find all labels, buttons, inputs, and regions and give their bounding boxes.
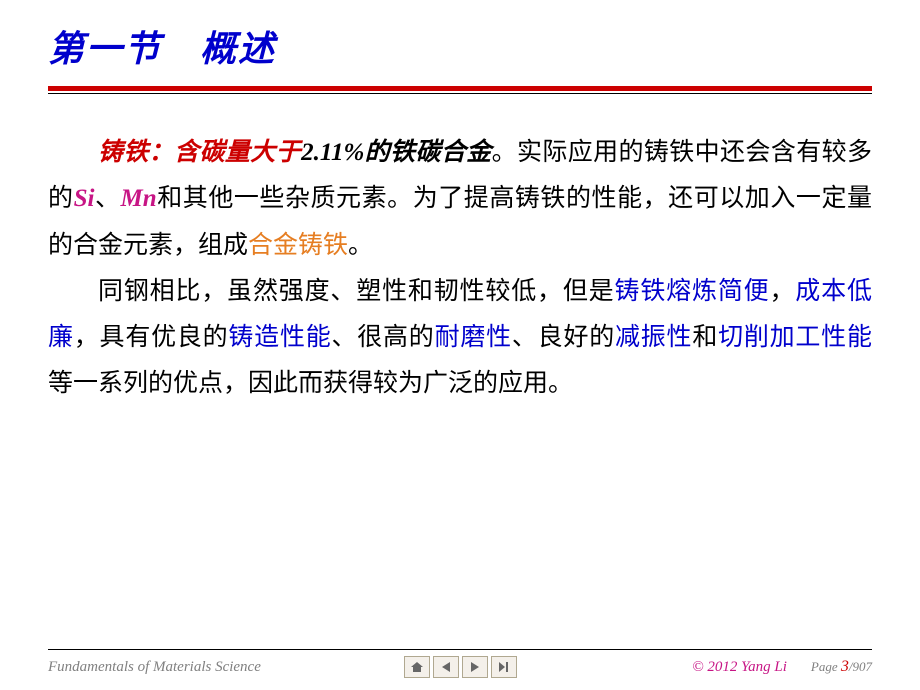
text-sep-1: 、 bbox=[94, 185, 120, 212]
slide: 第一节 概述 铸铁：含碳量大于2.11%的铁碳合金。实际应用的铸铁中还会含有较多… bbox=[0, 0, 920, 690]
text-iron-carbon-alloy: 的铁碳合金 bbox=[364, 139, 491, 166]
adv-casting: 铸造性能 bbox=[228, 324, 331, 351]
paragraph-2: 同钢相比，虽然强度、塑性和韧性较低，但是铸铁熔炼简便，成本低廉，具有优良的铸造性… bbox=[48, 269, 872, 408]
home-icon bbox=[410, 661, 424, 673]
text-plain-2: 和其他一些杂质元素。为了提高铸铁的性能，还可以加入一定量的合金元素，组成 bbox=[48, 185, 872, 258]
paragraph-1: 铸铁：含碳量大于2.11%的铁碳合金。实际应用的铸铁中还会含有较多的Si、Mn和… bbox=[48, 130, 872, 269]
term-alloy-cast-iron: 合金铸铁 bbox=[248, 232, 348, 259]
triangle-right-icon bbox=[470, 661, 480, 673]
text-plain-3: 同钢相比，虽然强度、塑性和韧性较低，但是 bbox=[98, 278, 615, 305]
carbon-percent: 2.11% bbox=[301, 139, 364, 166]
nav-prev-button[interactable] bbox=[433, 656, 459, 678]
section-title: 第一节 概述 bbox=[48, 20, 872, 72]
text-period-1: 。 bbox=[348, 232, 373, 259]
footer-divider bbox=[48, 649, 872, 650]
page-total: 907 bbox=[853, 659, 873, 674]
text-plain-6: 、良好的 bbox=[512, 324, 615, 351]
nav-next-button[interactable] bbox=[462, 656, 488, 678]
text-plain-4: ，具有优良的 bbox=[74, 324, 229, 351]
element-si: Si bbox=[74, 185, 95, 212]
copyright-text: © 2012 Yang Li bbox=[692, 659, 787, 676]
text-comma-1: ， bbox=[769, 278, 795, 305]
content-body: 铸铁：含碳量大于2.11%的铁碳合金。实际应用的铸铁中还会含有较多的Si、Mn和… bbox=[48, 130, 872, 408]
title-underline bbox=[48, 86, 872, 94]
term-cast-iron: 铸铁：含碳量大于 bbox=[98, 139, 301, 166]
adv-vibration: 减振性 bbox=[615, 324, 692, 351]
page-current: 3 bbox=[841, 658, 849, 675]
adv-smelting: 铸铁熔炼简便 bbox=[615, 278, 770, 305]
footer-book-title: Fundamentals of Materials Science bbox=[48, 659, 404, 676]
nav-last-button[interactable] bbox=[491, 656, 517, 678]
nav-home-button[interactable] bbox=[404, 656, 430, 678]
title-underline-red bbox=[48, 86, 872, 91]
element-mn: Mn bbox=[121, 185, 157, 212]
nav-buttons bbox=[404, 656, 517, 678]
adv-machining: 切削加工性能 bbox=[718, 324, 872, 351]
footer-right: © 2012 Yang Li Page 3/907 bbox=[517, 658, 873, 676]
text-plain-5: 、很高的 bbox=[332, 324, 435, 351]
title-underline-thin bbox=[48, 93, 872, 94]
adv-wear: 耐磨性 bbox=[435, 324, 512, 351]
text-plain-7: 等一系列的优点，因此而获得较为广泛的应用。 bbox=[48, 370, 573, 397]
footer-row: Fundamentals of Materials Science © 2012… bbox=[48, 656, 872, 678]
slide-footer: Fundamentals of Materials Science © 2012… bbox=[0, 649, 920, 678]
skip-right-icon bbox=[498, 661, 510, 673]
page-indicator: Page 3/907 bbox=[811, 658, 872, 676]
text-and: 和 bbox=[692, 324, 718, 351]
page-label: Page bbox=[811, 659, 841, 674]
triangle-left-icon bbox=[441, 661, 451, 673]
